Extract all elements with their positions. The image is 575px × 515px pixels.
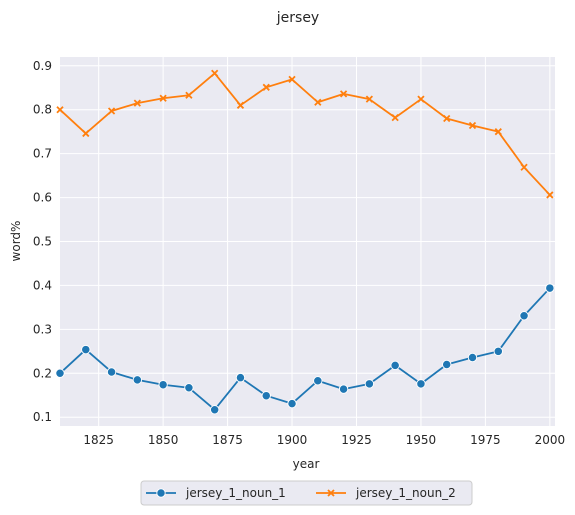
legend-box — [140, 480, 473, 506]
data-point — [546, 191, 554, 199]
y-tick-label: 0.6 — [33, 191, 52, 205]
legend-item-jersey_1_noun_1: jersey_1_noun_1 — [146, 486, 286, 500]
data-point — [159, 94, 167, 102]
y-tick-label: 0.7 — [33, 147, 52, 161]
data-point — [338, 384, 349, 394]
series-line — [59, 72, 551, 196]
y-tick-label: 0.3 — [33, 322, 52, 336]
data-point — [468, 121, 477, 130]
data-point — [106, 367, 117, 377]
x-tick-label: 2000 — [535, 433, 566, 447]
x-tick-label: 1900 — [277, 433, 308, 447]
data-point — [313, 376, 323, 386]
data-point — [185, 91, 193, 99]
y-axis-ticks: 0.1 0.2 0.3 0.4 0.5 0.6 0.7 0.8 0.9 — [33, 59, 52, 424]
legend-label: jersey_1_noun_1 — [185, 486, 286, 500]
legend-item-jersey_1_noun_2: jersey_1_noun_2 — [316, 486, 456, 500]
data-point — [288, 75, 296, 84]
legend-marker — [156, 488, 166, 498]
data-point — [443, 114, 451, 123]
data-point — [261, 391, 271, 401]
x-axis-label: year — [293, 457, 320, 471]
legend-label: jersey_1_noun_2 — [355, 486, 456, 500]
data-point — [235, 373, 246, 383]
data-point — [442, 359, 452, 370]
legend: jersey_1_noun_1 jersey_1_noun_2 — [140, 480, 473, 506]
data-point — [158, 380, 168, 390]
x-tick-label: 1925 — [341, 433, 372, 447]
x-tick-label: 1875 — [212, 433, 243, 447]
y-tick-label: 0.5 — [33, 235, 52, 249]
data-point — [364, 379, 375, 389]
data-point — [211, 69, 219, 77]
data-point — [210, 405, 220, 415]
series-lines — [55, 69, 555, 415]
data-point — [339, 90, 348, 98]
data-point — [493, 346, 503, 356]
grid-lines — [60, 57, 555, 426]
data-point — [416, 379, 426, 389]
data-point — [133, 99, 141, 107]
data-point — [184, 383, 194, 393]
data-point — [82, 129, 90, 138]
series-jersey_1_noun_1 — [55, 283, 555, 415]
data-point — [287, 398, 297, 409]
x-tick-label: 1825 — [83, 433, 114, 447]
chart-title: jersey — [276, 10, 319, 26]
y-tick-label: 0.2 — [33, 366, 52, 380]
data-point — [132, 375, 142, 385]
data-point — [390, 360, 400, 371]
data-point — [262, 83, 270, 91]
x-tick-label: 1975 — [470, 433, 501, 447]
data-point — [545, 283, 555, 293]
y-tick-label: 0.9 — [33, 59, 52, 73]
data-point — [519, 311, 529, 321]
data-point — [314, 98, 322, 106]
data-point — [494, 128, 502, 136]
x-axis-ticks: 1825 1850 1875 1900 1925 1950 1975 2000 — [83, 433, 565, 447]
data-point — [520, 163, 528, 171]
data-point — [236, 101, 245, 109]
data-point — [417, 95, 425, 103]
y-axis-label: word% — [9, 221, 23, 262]
y-tick-label: 0.1 — [33, 410, 52, 424]
y-tick-label: 0.4 — [33, 278, 52, 292]
data-point — [55, 368, 65, 378]
data-point — [81, 344, 91, 355]
data-point — [391, 113, 399, 122]
x-tick-label: 1950 — [406, 433, 437, 447]
y-tick-label: 0.8 — [33, 103, 52, 117]
data-point — [56, 106, 64, 114]
data-point — [365, 95, 374, 103]
x-tick-label: 1850 — [148, 433, 179, 447]
data-point — [467, 352, 478, 363]
data-point — [107, 107, 116, 115]
series-jersey_1_noun_2 — [56, 69, 554, 199]
legend-marker — [327, 489, 335, 497]
